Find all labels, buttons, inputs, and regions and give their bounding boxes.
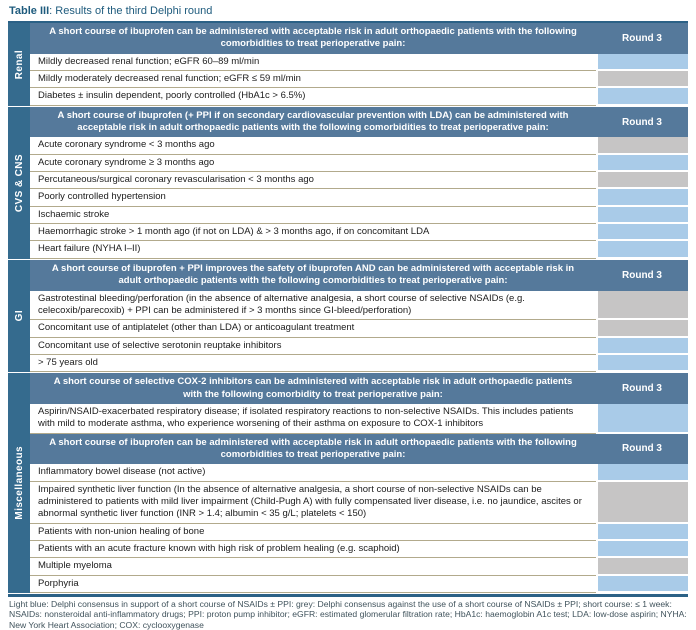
table-row: Percutaneous/surgical coronary revascula… bbox=[30, 172, 688, 190]
table-row: Acute coronary syndrome < 3 months ago bbox=[30, 137, 688, 155]
round3-status-cell bbox=[598, 290, 688, 321]
table-row: > 75 years old bbox=[30, 354, 688, 373]
table-row: Heart failure (NYHA I–II) bbox=[30, 241, 688, 259]
statement-header-row: A short course of ibuprofen (+ PPI if on… bbox=[30, 106, 688, 138]
table-row: Mildly moderately decreased renal functi… bbox=[30, 71, 688, 89]
table-row: Diabetes ± insulin dependent, poorly con… bbox=[30, 88, 688, 106]
statement-text: A short course of ibuprofen (+ PPI if on… bbox=[57, 109, 569, 134]
section-label-miscellaneous: Miscellaneous bbox=[13, 446, 25, 520]
section-label-cell-renal: Renal bbox=[8, 23, 30, 106]
section-cvs-cns: CVS & CNS A short course of ibuprofen (+… bbox=[8, 106, 688, 260]
legend-footnote: Light blue: Delphi consensus in support … bbox=[9, 599, 687, 630]
comorbidity-text: Heart failure (NYHA I–II) bbox=[30, 241, 596, 259]
section-label-cell-miscellaneous: Miscellaneous bbox=[8, 373, 30, 594]
comorbidity-text: Porphyria bbox=[30, 576, 596, 594]
round3-column-header: Round 3 bbox=[622, 443, 662, 455]
round3-status-cell bbox=[598, 154, 688, 173]
delphi-results-table: Renal A short course of ibuprofen can be… bbox=[8, 21, 688, 598]
table-row: Patients with an acute fracture known wi… bbox=[30, 541, 688, 559]
section-label-cell-cvs-cns: CVS & CNS bbox=[8, 106, 30, 259]
table-row: Concomitant use of selective serotonin r… bbox=[30, 337, 688, 355]
round3-column-header: Round 3 bbox=[622, 383, 662, 395]
section-label-gi: GI bbox=[13, 310, 25, 322]
round3-status-cell bbox=[598, 137, 688, 155]
comorbidity-text: Patients with an acute fracture known wi… bbox=[30, 541, 596, 559]
round3-status-cell bbox=[598, 541, 688, 559]
comorbidity-text: Gastrotestinal bleeding/perforation (in … bbox=[30, 291, 596, 321]
round3-status-cell bbox=[598, 88, 688, 106]
round3-status-cell bbox=[598, 241, 688, 259]
statement-header-row: A short course of ibuprofen can be admin… bbox=[30, 433, 688, 465]
statement-text: A short course of ibuprofen can be admin… bbox=[49, 26, 577, 50]
section-renal: Renal A short course of ibuprofen can be… bbox=[8, 23, 688, 107]
round3-column-header: Round 3 bbox=[622, 116, 662, 128]
comorbidity-text: Impaired synthetic liver function (In th… bbox=[30, 482, 596, 524]
table-title: Table III: Results of the third Delphi r… bbox=[9, 5, 688, 17]
comorbidity-text: > 75 years old bbox=[30, 355, 596, 373]
comorbidity-text: Inflammatory bowel disease (not active) bbox=[30, 464, 596, 482]
round3-status-cell bbox=[598, 224, 688, 242]
comorbidity-text: Mildly decreased renal function; eGFR 60… bbox=[30, 54, 596, 72]
statement-header-row: A short course of ibuprofen + PPI improv… bbox=[30, 259, 688, 291]
section-label-renal: Renal bbox=[13, 49, 25, 79]
round3-status-cell bbox=[598, 320, 688, 338]
comorbidity-text: Acute coronary syndrome ≥ 3 months ago bbox=[30, 155, 596, 173]
round3-status-cell bbox=[598, 53, 688, 72]
comorbidity-text: Aspirin/NSAID-exacerbated respiratory di… bbox=[30, 404, 596, 434]
round3-status-cell bbox=[598, 403, 688, 434]
table-row: Poorly controlled hypertension bbox=[30, 189, 688, 207]
table-row: Aspirin/NSAID-exacerbated respiratory di… bbox=[30, 403, 688, 434]
section-gi: GI A short course of ibuprofen + PPI imp… bbox=[8, 259, 688, 374]
round3-status-cell bbox=[598, 523, 688, 541]
table-row: Concomitant use of antiplatelet (other t… bbox=[30, 320, 688, 338]
table-row: Porphyria bbox=[30, 575, 688, 594]
round3-status-cell bbox=[598, 189, 688, 207]
section-label-cell-gi: GI bbox=[8, 259, 30, 373]
round3-status-cell bbox=[598, 71, 688, 89]
round3-status-cell bbox=[598, 206, 688, 225]
table-row: Haemorrhagic stroke > 1 month ago (if no… bbox=[30, 224, 688, 242]
comorbidity-text: Patients with non-union healing of bone bbox=[30, 524, 596, 541]
table-row: Inflammatory bowel disease (not active) bbox=[30, 464, 688, 482]
statement-text: A short course of selective COX-2 inhibi… bbox=[53, 376, 573, 400]
round3-status-cell bbox=[598, 337, 688, 355]
round3-status-cell bbox=[598, 481, 688, 524]
table-title-text: : Results of the third Delphi round bbox=[49, 5, 213, 17]
table-row: Ischaemic stroke bbox=[30, 206, 688, 225]
comorbidity-text: Diabetes ± insulin dependent, poorly con… bbox=[30, 88, 596, 106]
table-title-label: Table III bbox=[9, 5, 50, 17]
comorbidity-text: Poorly controlled hypertension bbox=[30, 189, 596, 207]
round3-status-cell bbox=[598, 354, 688, 373]
table-row: Impaired synthetic liver function (In th… bbox=[30, 481, 688, 524]
table-row: Mildly decreased renal function; eGFR 60… bbox=[30, 53, 688, 72]
comorbidity-text: Haemorrhagic stroke > 1 month ago (if no… bbox=[30, 224, 596, 242]
statement-header-row: A short course of selective COX-2 inhibi… bbox=[30, 373, 688, 404]
section-miscellaneous: Miscellaneous A short course of selectiv… bbox=[8, 373, 688, 595]
round3-status-cell bbox=[598, 575, 688, 594]
comorbidity-text: Concomitant use of selective serotonin r… bbox=[30, 338, 596, 355]
comorbidity-text: Mildly moderately decreased renal functi… bbox=[30, 71, 596, 89]
comorbidity-text: Percutaneous/surgical coronary revascula… bbox=[30, 172, 596, 190]
comorbidity-text: Concomitant use of antiplatelet (other t… bbox=[30, 320, 596, 338]
table-row: Patients with non-union healing of bone bbox=[30, 523, 688, 541]
round3-column-header: Round 3 bbox=[622, 32, 662, 44]
comorbidity-text: Acute coronary syndrome < 3 months ago bbox=[30, 137, 596, 155]
table-row: Gastrotestinal bleeding/perforation (in … bbox=[30, 290, 688, 321]
round3-status-cell bbox=[598, 464, 688, 482]
comorbidity-text: Ischaemic stroke bbox=[30, 207, 596, 225]
statement-text: A short course of ibuprofen can be admin… bbox=[49, 436, 577, 460]
table-row: Acute coronary syndrome ≥ 3 months ago bbox=[30, 154, 688, 173]
round3-column-header: Round 3 bbox=[622, 269, 662, 281]
statement-text: A short course of ibuprofen + PPI improv… bbox=[51, 262, 575, 287]
table-row: Multiple myeloma bbox=[30, 558, 688, 576]
round3-status-cell bbox=[598, 172, 688, 190]
round3-status-cell bbox=[598, 558, 688, 576]
statement-header-row: A short course of ibuprofen can be admin… bbox=[30, 23, 688, 54]
section-label-cvs-cns: CVS & CNS bbox=[13, 153, 25, 212]
comorbidity-text: Multiple myeloma bbox=[30, 558, 596, 576]
